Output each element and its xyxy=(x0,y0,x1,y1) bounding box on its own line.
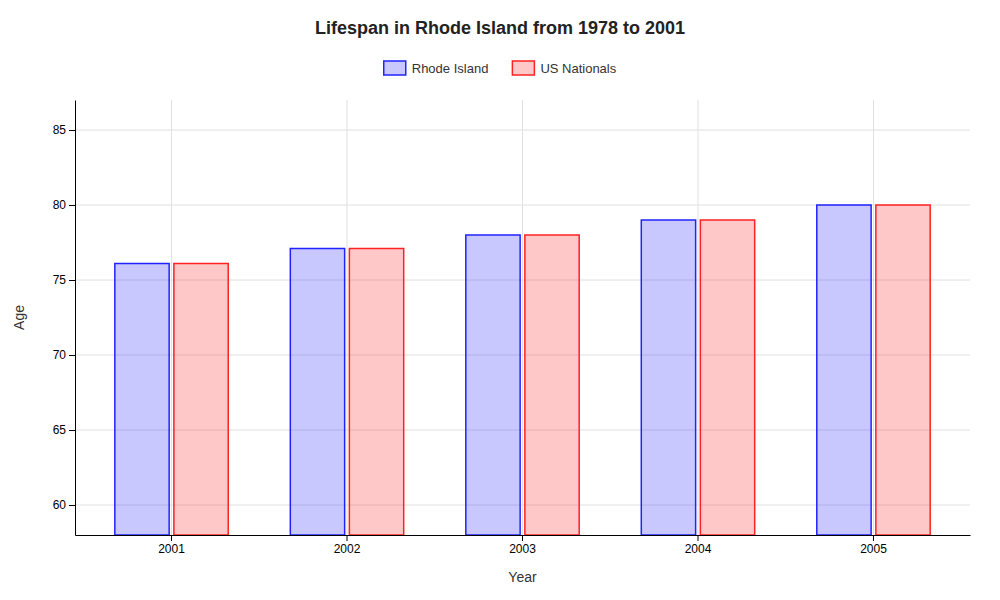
legend-label: Rhode Island xyxy=(412,61,489,76)
tick: 60 xyxy=(53,498,75,512)
tick-mark xyxy=(347,535,348,541)
tick-mark xyxy=(873,535,874,541)
tick: 75 xyxy=(53,273,75,287)
bar xyxy=(700,220,754,535)
tick: 2005 xyxy=(860,535,887,556)
x-axis: 2001 2002 2003 2004 2005 xyxy=(76,535,971,556)
plot-area: 2001 2002 2003 2004 2005 60 65 70 75 80 85 xyxy=(53,100,971,556)
bar xyxy=(349,249,403,536)
tick: 80 xyxy=(53,198,75,212)
bar xyxy=(466,235,520,535)
tick-label: 2005 xyxy=(860,542,887,556)
title: Lifespan in Rhode Island from 1978 to 20… xyxy=(315,18,685,38)
bar xyxy=(174,264,228,536)
tick-label: 70 xyxy=(53,348,67,362)
legend-swatch xyxy=(512,61,534,75)
tick-mark xyxy=(697,535,698,541)
y-axis-title: Age xyxy=(11,305,27,330)
tick-mark xyxy=(171,535,172,541)
bar xyxy=(525,235,579,535)
tick-label: 75 xyxy=(53,273,67,287)
tick: 2002 xyxy=(334,535,361,556)
y-axis: 60 65 70 75 80 85 xyxy=(53,101,76,536)
tick: 2001 xyxy=(158,535,185,556)
tick-label: 85 xyxy=(53,123,67,137)
grid-line-x xyxy=(347,100,348,535)
tick-mark xyxy=(69,355,75,356)
tick-mark xyxy=(522,535,523,541)
grid-line-x xyxy=(873,100,874,535)
legend-item: Rhode Island xyxy=(384,61,489,76)
bar xyxy=(641,220,695,535)
bar-series xyxy=(115,205,871,535)
tick: 70 xyxy=(53,348,75,362)
bar xyxy=(115,264,169,536)
tick-label: 2003 xyxy=(509,542,536,556)
tick-label: 80 xyxy=(53,198,67,212)
tick-mark xyxy=(69,205,75,206)
tick: 2004 xyxy=(685,535,712,556)
tick: 2003 xyxy=(509,535,536,556)
x-axis-title: Year xyxy=(508,569,537,585)
bar xyxy=(876,205,930,535)
tick-label: 2002 xyxy=(334,542,361,556)
grid-line-x xyxy=(697,100,698,535)
tick-mark xyxy=(69,130,75,131)
legend: Rhode Island US Nationals xyxy=(384,61,617,76)
tick-label: 65 xyxy=(53,423,67,437)
tick-mark xyxy=(69,430,75,431)
bar xyxy=(290,249,344,536)
bars xyxy=(115,205,930,535)
legend-label: US Nationals xyxy=(540,61,616,76)
tick-label: 2004 xyxy=(685,542,712,556)
tick-label: 2001 xyxy=(158,542,185,556)
tick-mark xyxy=(69,280,75,281)
axis-line xyxy=(75,101,76,536)
tick-label: 60 xyxy=(53,498,67,512)
bar-series xyxy=(174,205,930,535)
tick: 85 xyxy=(53,123,75,137)
legend-swatch xyxy=(384,61,406,75)
grid-line-x xyxy=(171,100,172,535)
grid xyxy=(75,100,970,535)
tick: 65 xyxy=(53,423,75,437)
legend-item: US Nationals xyxy=(512,61,616,76)
chart: 2001 2002 2003 2004 2005 60 65 70 75 80 85 Year Age L… xyxy=(0,0,1000,600)
grid-line-x xyxy=(522,100,523,535)
bar xyxy=(817,205,871,535)
tick-mark xyxy=(69,505,75,506)
